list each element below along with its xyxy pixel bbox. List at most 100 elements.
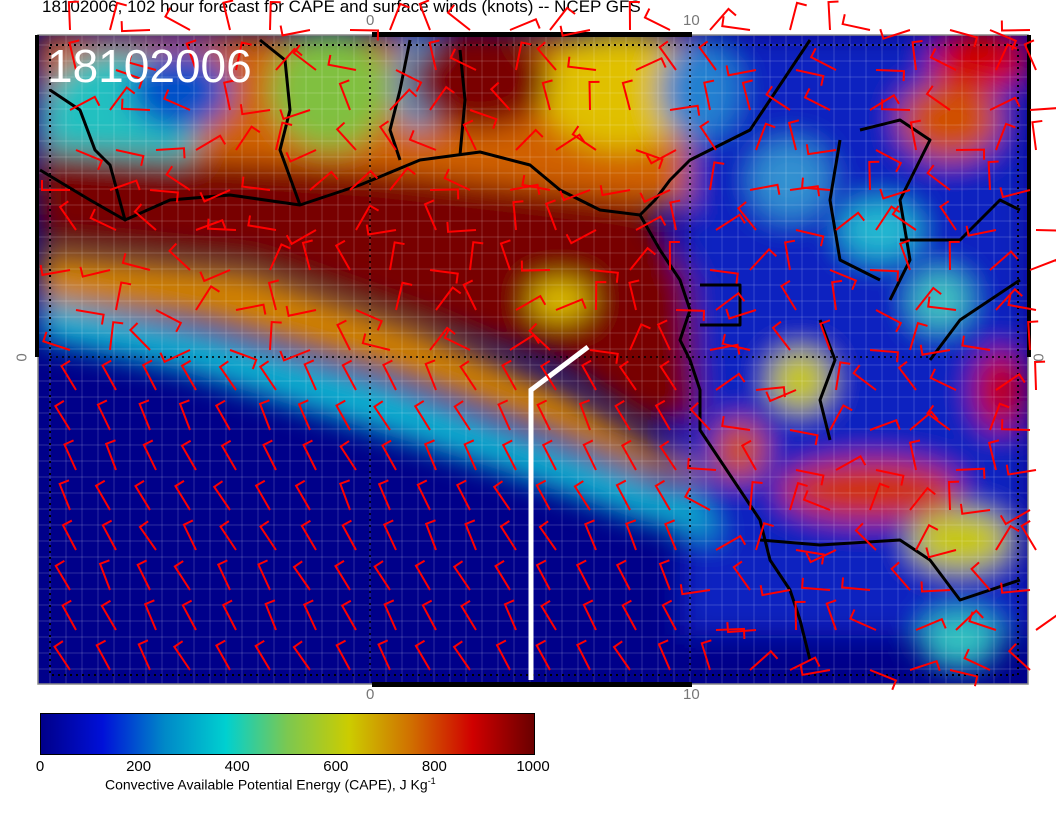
wind-barb bbox=[216, 559, 231, 591]
wind-barb bbox=[220, 439, 237, 471]
wind-barb bbox=[223, 79, 235, 111]
wind-barb bbox=[535, 559, 551, 591]
wind-barb bbox=[301, 239, 313, 271]
wind-barb bbox=[109, 1, 127, 31]
wind-barb bbox=[875, 149, 903, 173]
wind-barb bbox=[215, 639, 231, 671]
wind-barb bbox=[783, 239, 796, 271]
wind-barb bbox=[446, 221, 477, 233]
wind-barb bbox=[668, 240, 680, 271]
wind-barb bbox=[497, 399, 511, 431]
wind-barb bbox=[926, 164, 951, 191]
wind-barb bbox=[628, 279, 640, 311]
wind-barb bbox=[349, 169, 379, 191]
wind-barb bbox=[181, 599, 197, 631]
wind-barb bbox=[700, 639, 712, 671]
wind-barb bbox=[880, 99, 911, 111]
wind-barb bbox=[235, 125, 261, 151]
wind-barb bbox=[968, 611, 997, 631]
date-stamp: 18102006 bbox=[47, 40, 252, 92]
wind-barb bbox=[765, 85, 791, 111]
wind-barb bbox=[61, 599, 77, 631]
wind-barb bbox=[654, 479, 671, 511]
wind-barb bbox=[805, 144, 837, 156]
wind-barb bbox=[801, 577, 831, 591]
wind-barb bbox=[421, 599, 437, 631]
wind-barb bbox=[443, 328, 471, 351]
wind-barb bbox=[492, 480, 511, 511]
wind-barb bbox=[269, 320, 282, 351]
wind-barb bbox=[540, 600, 557, 631]
wind-barb bbox=[515, 128, 544, 151]
wind-barb bbox=[416, 479, 431, 511]
wind-barb bbox=[576, 639, 591, 671]
wind-barb bbox=[428, 39, 440, 71]
wind-barb bbox=[141, 359, 157, 391]
wind-barb bbox=[875, 205, 901, 231]
wind-barb bbox=[721, 333, 751, 351]
wind-barb bbox=[292, 640, 311, 671]
wind-barb bbox=[715, 627, 746, 639]
wind-barb bbox=[221, 599, 237, 631]
wind-barb bbox=[377, 479, 391, 511]
wind-barb bbox=[909, 410, 939, 431]
wind-barb bbox=[528, 322, 551, 351]
wind-barb bbox=[789, 481, 808, 511]
wind-barb bbox=[389, 2, 410, 31]
colorbar-label-text: Convective Available Potential Energy (C… bbox=[105, 776, 428, 793]
wind-barb bbox=[628, 0, 640, 31]
wind-barb bbox=[185, 39, 197, 71]
wind-barb bbox=[765, 389, 797, 403]
wind-barb bbox=[39, 264, 71, 277]
wind-barb bbox=[142, 439, 157, 471]
wind-barb bbox=[549, 6, 576, 31]
wind-barb bbox=[854, 522, 877, 551]
wind-barb bbox=[155, 309, 183, 333]
wind-barb bbox=[625, 519, 637, 551]
wind-barb bbox=[509, 183, 541, 195]
wind-barb bbox=[462, 119, 477, 151]
wind-barb bbox=[303, 359, 317, 391]
wind-barb bbox=[721, 415, 751, 431]
wind-barb bbox=[258, 399, 271, 431]
wind-barb bbox=[429, 326, 456, 351]
wind-barb bbox=[195, 219, 227, 231]
wind-barb bbox=[327, 54, 357, 71]
wind-barb bbox=[890, 561, 911, 591]
wind-barb bbox=[805, 549, 837, 564]
wind-barb bbox=[749, 183, 781, 195]
wind-barb bbox=[645, 149, 677, 165]
wind-barb bbox=[199, 189, 231, 203]
wind-barb bbox=[339, 440, 357, 471]
wind-barb bbox=[383, 599, 397, 631]
wind-barb bbox=[755, 521, 774, 551]
wind-barb bbox=[165, 165, 191, 191]
wind-barb bbox=[869, 269, 900, 282]
wind-barb bbox=[970, 561, 991, 591]
wind-barb bbox=[794, 600, 806, 631]
colorbar-tick: 1000 bbox=[516, 758, 550, 775]
wind-barb bbox=[989, 96, 1021, 111]
wind-barb bbox=[120, 98, 151, 111]
wind-barb bbox=[869, 669, 898, 691]
wind-barb bbox=[755, 122, 776, 151]
wind-barbs bbox=[39, 0, 1056, 691]
wind-barb bbox=[875, 309, 903, 333]
wind-barb bbox=[899, 239, 911, 271]
wind-barb bbox=[715, 534, 747, 551]
wind-barb bbox=[869, 482, 890, 511]
wind-barb bbox=[235, 303, 267, 315]
wind-barb bbox=[659, 440, 677, 471]
wind-barb bbox=[389, 241, 405, 271]
wind-barb bbox=[229, 349, 258, 370]
wind-barb bbox=[559, 25, 591, 37]
wind-barb bbox=[749, 481, 763, 511]
wind-barb bbox=[849, 609, 877, 631]
wind-barb bbox=[919, 344, 951, 356]
wind-barb bbox=[100, 599, 117, 631]
wind-barb bbox=[334, 239, 351, 271]
wind-barb bbox=[589, 269, 619, 283]
wind-barb bbox=[254, 639, 271, 671]
wind-barb bbox=[829, 269, 858, 291]
wind-barb bbox=[168, 242, 191, 271]
